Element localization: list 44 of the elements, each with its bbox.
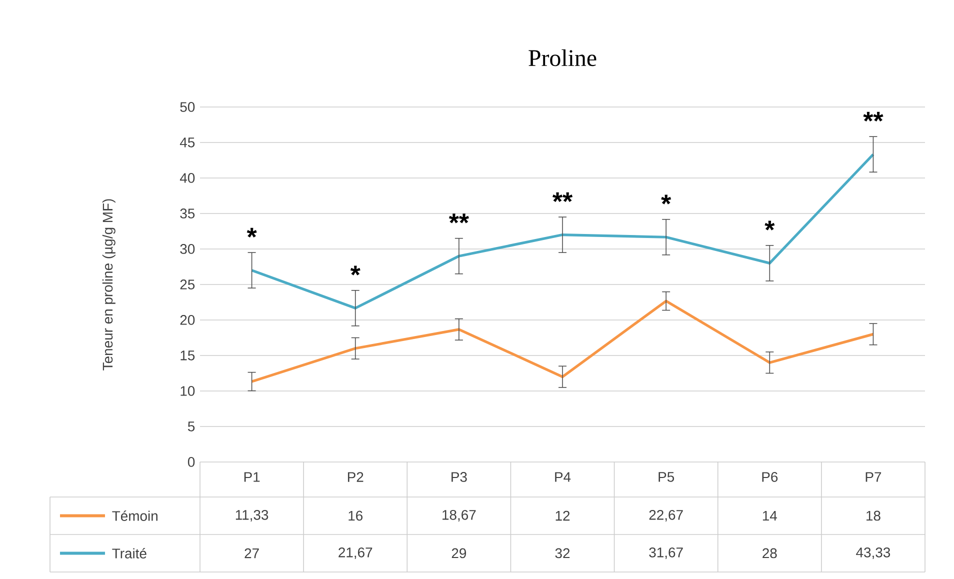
y-tick-label: 5 (188, 422, 195, 432)
x-tick-label: P5 (658, 472, 674, 482)
x-tick-label: P1 (244, 472, 260, 482)
x-tick-label: P4 (555, 472, 571, 482)
annotation: * (661, 194, 672, 204)
legend-label: Témoin (112, 510, 158, 521)
legend-label: Traité (112, 548, 146, 558)
data-label: 43,33 (856, 547, 890, 559)
y-tick-label: 20 (180, 315, 195, 325)
x-tick-label: P3 (452, 472, 467, 482)
data-label: 31,67 (649, 547, 683, 559)
y-tick-label: 25 (180, 280, 195, 290)
annotation: ** (448, 214, 469, 224)
data-label: 27 (244, 548, 259, 558)
annotation: ** (552, 192, 573, 202)
data-label: 21,67 (338, 547, 372, 559)
y-tick-label: 35 (180, 208, 195, 218)
data-label: 18 (866, 510, 880, 521)
x-tick-label: P7 (866, 472, 882, 482)
y-tick-label: 40 (180, 173, 195, 183)
data-label: 32 (555, 548, 570, 558)
y-tick-label: 0 (188, 457, 195, 467)
annotation: * (350, 266, 360, 276)
data-label: 14 (762, 510, 777, 521)
chart-title: Proline (528, 49, 596, 66)
data-label: 12 (556, 510, 570, 521)
x-tick-label: P2 (348, 472, 364, 482)
annotation: * (764, 220, 775, 230)
y-tick-label: 10 (180, 386, 195, 396)
x-tick-label: P6 (762, 472, 778, 482)
data-label: 28 (762, 548, 777, 558)
y-tick-label: 15 (180, 350, 195, 360)
y-tick-label: 30 (180, 244, 195, 254)
data-label: 11,33 (236, 510, 268, 522)
data-label: 18,67 (442, 510, 476, 522)
data-label: 16 (348, 510, 362, 521)
y-tick-label: 45 (180, 138, 195, 148)
data-label: 22,67 (649, 510, 683, 522)
data-label: 29 (452, 548, 466, 558)
annotation: * (246, 228, 257, 238)
line-series (250, 300, 875, 383)
y-tick-label: 50 (180, 102, 195, 112)
y-axis-title: Teneur en proline (µg/g MF) (102, 199, 116, 370)
annotation: ** (863, 112, 884, 122)
